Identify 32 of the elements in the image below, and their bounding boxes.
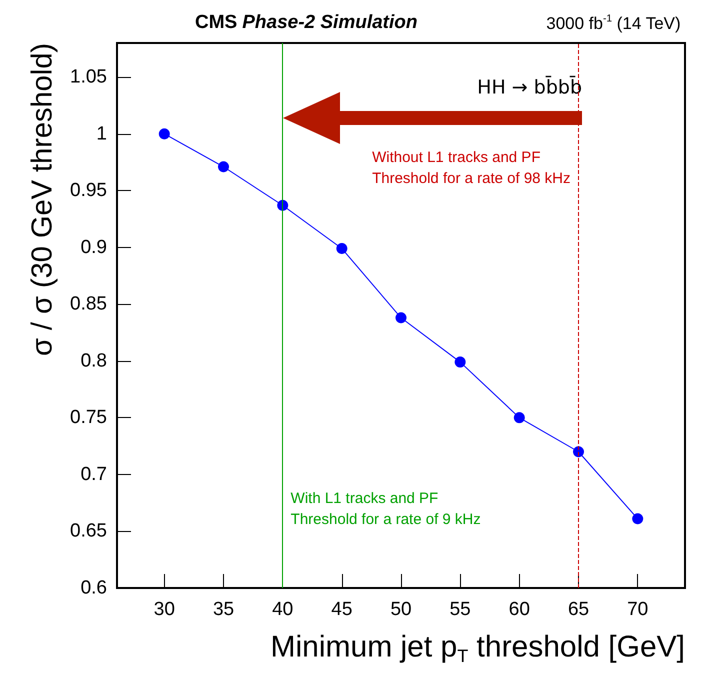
x-tick-label: 70 — [627, 599, 648, 620]
y-tick-label: 0.85 — [70, 294, 107, 315]
y-tick-label: 0.9 — [80, 236, 107, 258]
y-tick-label: 0.95 — [70, 180, 107, 202]
x-tick-label: 30 — [154, 599, 175, 620]
point — [336, 243, 348, 254]
point — [396, 312, 406, 324]
point — [573, 446, 584, 458]
x-tick-label: 35 — [212, 599, 234, 620]
y-axis-title: σ / σ (30 GeV threshold) — [26, 43, 58, 356]
x-tick-label: 55 — [450, 599, 471, 620]
point — [218, 161, 229, 172]
y-tick-label: 1 — [96, 123, 107, 144]
chart-title: CMS Phase-2 Simulation — [195, 12, 418, 33]
point — [514, 412, 525, 424]
x-tick-label: 50 — [390, 599, 412, 620]
y-tick-label: 0.7 — [80, 464, 107, 485]
y-tick-label: 0.6 — [80, 578, 107, 598]
x-tick-label: 45 — [331, 599, 352, 620]
point — [632, 513, 644, 524]
x-tick-label: 60 — [508, 599, 530, 620]
x-tick-label: 65 — [568, 599, 590, 620]
y-tick-label: 0.75 — [70, 407, 107, 428]
y-tick-label: 1.05 — [70, 66, 107, 88]
point — [454, 356, 466, 368]
point — [158, 128, 170, 140]
x-tick-label: 40 — [272, 599, 294, 620]
ref-line-label: With L1 tracks and PF Threshold for a rate of 9 kHz — [290, 490, 481, 528]
ref-line-label: Without L1 tracks and PF Threshold for a rate of 98 kHz — [372, 149, 571, 187]
annotation: HH → bb̄bb̄ — [477, 75, 582, 98]
y-tick-label: 0.8 — [80, 350, 107, 372]
y-tick-label: 0.65 — [70, 520, 107, 542]
